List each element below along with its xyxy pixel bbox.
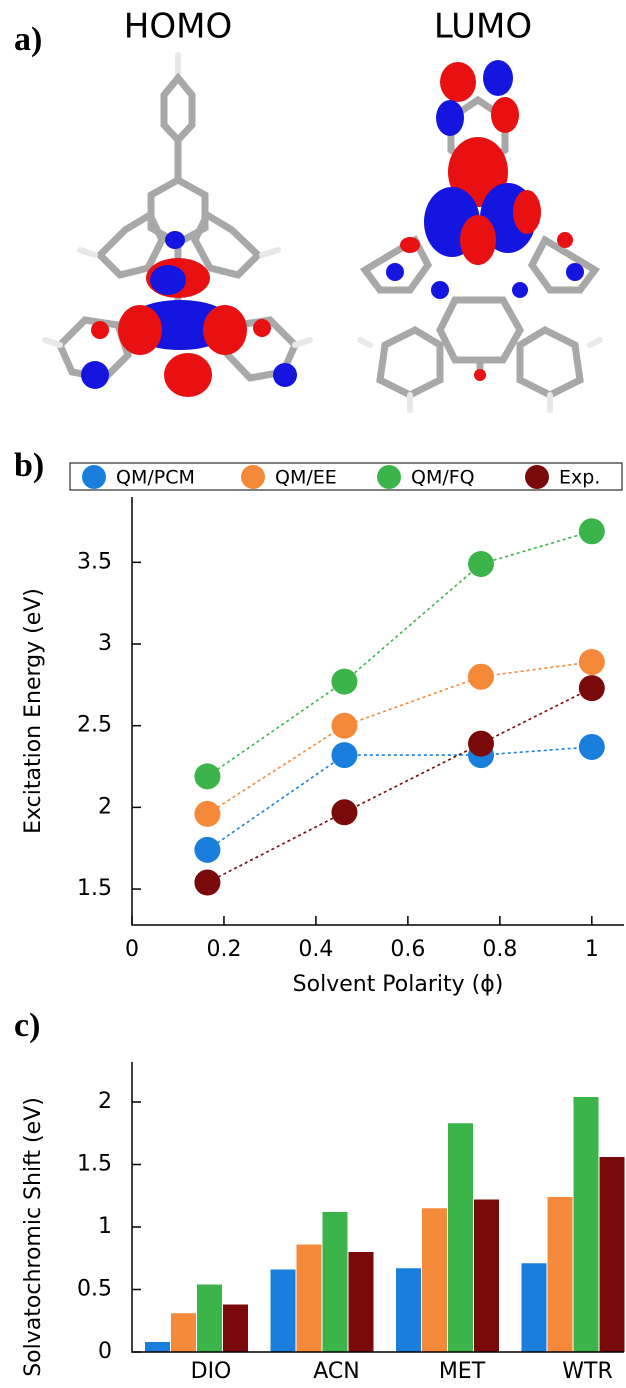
x-tick-label: 1 <box>585 937 599 962</box>
y-tick-label: 2 <box>98 1089 112 1114</box>
homo-molecule <box>42 52 313 397</box>
x-tick-label: MET <box>439 1359 486 1384</box>
orbital-label: HOMO <box>124 7 232 47</box>
bar <box>521 1263 547 1352</box>
bar <box>396 1268 421 1352</box>
bar <box>223 1304 248 1352</box>
bar <box>474 1199 499 1352</box>
y-tick-label: 0 <box>98 1339 112 1364</box>
legend-label: QM/FQ <box>411 467 475 489</box>
bar <box>573 1097 599 1352</box>
x-tick-label: 0.2 <box>206 937 241 962</box>
bar <box>547 1197 573 1352</box>
x-tick-label: 0.4 <box>298 937 333 962</box>
data-point <box>467 550 494 577</box>
bar <box>322 1212 348 1352</box>
data-point <box>331 799 358 826</box>
x-tick-label: 0.6 <box>390 937 425 962</box>
series-line <box>206 746 592 851</box>
series-line <box>207 687 593 884</box>
panel-label: b) <box>14 447 44 484</box>
y-axis-label: Excitation Energy (eV) <box>21 588 46 834</box>
x-tick-label: 0 <box>125 937 139 962</box>
y-tick-label: 1 <box>98 1214 112 1239</box>
x-tick-label: ACN <box>313 1359 359 1384</box>
bar <box>348 1252 374 1352</box>
data-point <box>467 730 494 757</box>
series-line <box>206 661 592 815</box>
data-point <box>194 836 221 863</box>
legend-label: QM/PCM <box>116 467 195 489</box>
y-tick-label: 2.5 <box>77 713 112 738</box>
data-point <box>331 742 358 769</box>
data-point <box>194 763 221 790</box>
x-tick-label: 0.8 <box>482 937 517 962</box>
y-tick-label: 3.5 <box>77 549 112 574</box>
panel-label: c) <box>14 1007 40 1044</box>
bar <box>197 1284 222 1352</box>
legend-label: Exp. <box>559 467 600 489</box>
x-axis-label: Solvent Polarity (ϕ) <box>293 972 504 997</box>
legend-marker <box>377 465 401 489</box>
data-point <box>578 733 605 760</box>
x-tick-label: DIO <box>191 1359 232 1384</box>
y-tick-label: 3 <box>98 631 112 656</box>
data-point <box>331 712 358 739</box>
data-point <box>194 800 221 827</box>
y-tick-label: 0.5 <box>77 1277 112 1302</box>
data-point <box>467 663 494 690</box>
data-point <box>578 648 605 675</box>
data-point <box>578 675 605 702</box>
y-axis-label: Solvatochromic Shift (eV) <box>21 1097 46 1377</box>
orbital-label: LUMO <box>434 7 532 47</box>
data-point <box>331 668 358 695</box>
bar <box>599 1157 625 1352</box>
bar <box>448 1123 473 1352</box>
bar <box>422 1208 447 1352</box>
x-tick-label: WTR <box>562 1359 612 1384</box>
bar <box>145 1342 170 1352</box>
bar <box>270 1269 296 1352</box>
legend-marker <box>82 465 106 489</box>
lumo-molecule <box>357 60 603 413</box>
bar <box>296 1244 322 1352</box>
series-line <box>206 530 593 778</box>
data-point <box>578 518 605 545</box>
y-tick-label: 1.5 <box>77 1152 112 1177</box>
panel-label: a) <box>14 21 42 58</box>
data-point <box>194 869 221 896</box>
legend-marker <box>241 465 265 489</box>
bar <box>171 1313 196 1352</box>
legend-marker <box>525 465 549 489</box>
y-tick-label: 1.5 <box>77 876 112 901</box>
legend-label: QM/EE <box>275 467 337 489</box>
y-tick-label: 2 <box>98 794 112 819</box>
